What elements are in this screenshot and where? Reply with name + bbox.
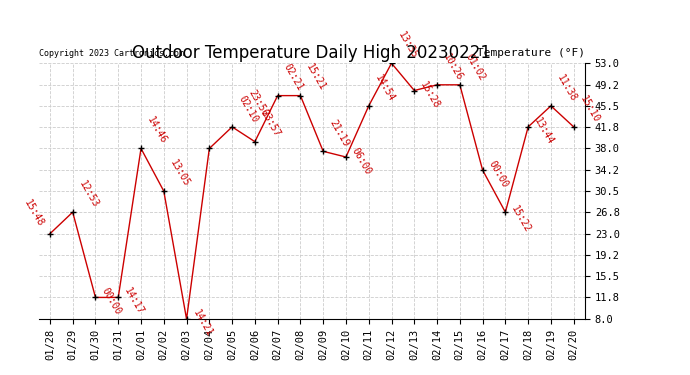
- Text: 13:44: 13:44: [532, 116, 555, 146]
- Text: 14:46: 14:46: [145, 115, 168, 146]
- Title: Outdoor Temperature Daily High 20230221: Outdoor Temperature Daily High 20230221: [132, 44, 491, 62]
- Text: 14:17: 14:17: [122, 286, 146, 317]
- Text: 23:56
02:10: 23:56 02:10: [236, 88, 270, 124]
- Text: 21:19: 21:19: [327, 118, 351, 148]
- Text: 23:57: 23:57: [259, 108, 282, 139]
- Text: Temperature (°F): Temperature (°F): [477, 48, 585, 58]
- Text: 14:54: 14:54: [373, 73, 396, 103]
- Text: 14:21: 14:21: [190, 308, 214, 339]
- Text: 11:38: 11:38: [555, 73, 578, 103]
- Text: 02:21: 02:21: [282, 62, 305, 93]
- Text: 15:48: 15:48: [22, 198, 46, 228]
- Text: 00:00: 00:00: [99, 286, 123, 317]
- Text: 10:26: 10:26: [441, 52, 464, 82]
- Text: 13:05: 13:05: [168, 158, 191, 188]
- Text: 01:02: 01:02: [464, 52, 487, 82]
- Text: 15:22: 15:22: [509, 204, 533, 234]
- Text: 13:35: 13:35: [395, 30, 419, 60]
- Text: 15:21: 15:21: [304, 62, 328, 93]
- Text: 15:10: 15:10: [578, 94, 601, 124]
- Text: Copyright 2023 Cartronics.com: Copyright 2023 Cartronics.com: [39, 49, 184, 58]
- Text: 00:00: 00:00: [486, 159, 510, 189]
- Text: 15:28: 15:28: [418, 80, 442, 110]
- Text: 12:53: 12:53: [77, 179, 100, 209]
- Text: 06:00: 06:00: [350, 146, 373, 177]
